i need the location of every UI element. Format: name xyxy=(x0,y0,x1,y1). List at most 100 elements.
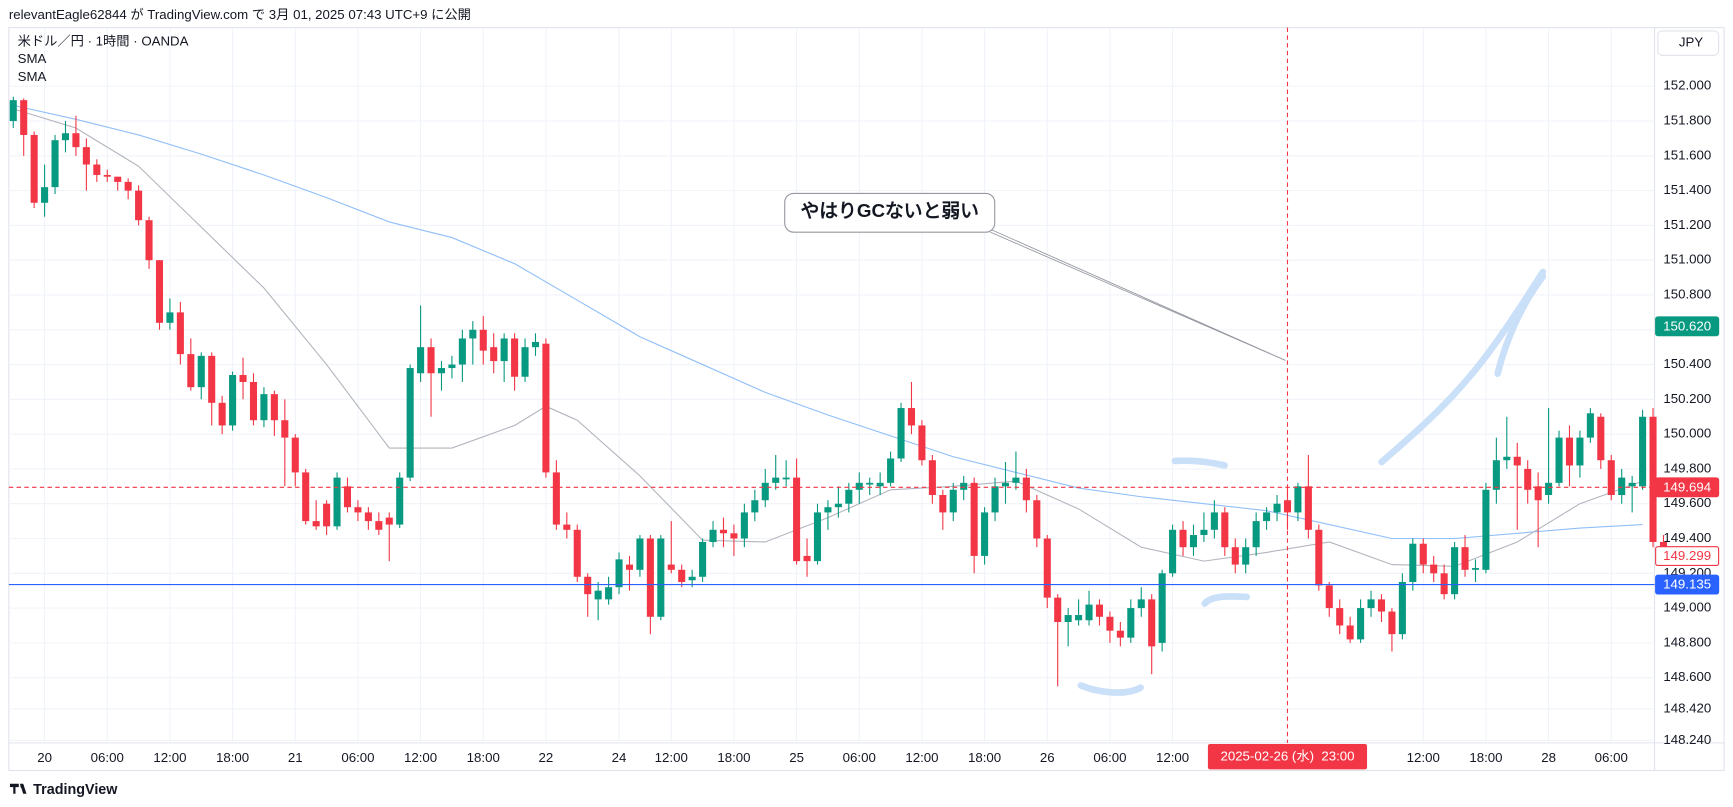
candle-body xyxy=(1388,611,1396,635)
y-tick-label: 148.600 xyxy=(1663,669,1711,684)
candle-body xyxy=(9,100,17,122)
candle-body xyxy=(187,354,195,388)
candle-body xyxy=(719,529,728,534)
candle-body xyxy=(730,533,738,539)
currency-button[interactable]: JPY xyxy=(1657,30,1720,56)
x-tick-label: 12:00 xyxy=(905,750,938,765)
currency-button-box[interactable] xyxy=(1657,30,1720,56)
candle-body xyxy=(1534,486,1542,501)
candle-body xyxy=(385,517,393,525)
x-tick-label: 28 xyxy=(1541,750,1556,765)
candle-body xyxy=(1294,486,1302,513)
callout-pointer xyxy=(990,231,1286,361)
candle-body xyxy=(1597,416,1605,461)
price-label: 149.135 xyxy=(1663,577,1711,592)
x-tick-label: 12:00 xyxy=(153,750,186,765)
candle-body xyxy=(1607,460,1615,496)
candle-body xyxy=(208,355,216,403)
candle-body xyxy=(772,477,780,483)
candle-body xyxy=(1524,468,1532,490)
x-tick-label: 18:00 xyxy=(467,750,500,765)
candle-body xyxy=(1336,608,1344,626)
candle-body xyxy=(803,555,811,562)
candle-body xyxy=(1315,529,1323,586)
y-tick-label: 151.400 xyxy=(1663,182,1711,197)
candle-body xyxy=(1148,599,1156,647)
candle-body xyxy=(709,529,717,542)
price-label-box xyxy=(1655,574,1720,595)
candle-body xyxy=(1357,608,1365,640)
candle-body xyxy=(1377,599,1386,612)
candle-body xyxy=(521,347,529,377)
y-tick-label: 151.000 xyxy=(1663,252,1711,267)
candle-body xyxy=(197,355,205,388)
candle-body xyxy=(1085,604,1093,621)
candle-body xyxy=(688,576,696,581)
candle-body xyxy=(563,524,571,530)
candle-body xyxy=(949,489,957,513)
candle-body xyxy=(41,187,49,203)
candle-body xyxy=(1022,477,1030,501)
candle-body xyxy=(1179,529,1187,548)
y-tick-label: 149.000 xyxy=(1663,600,1711,615)
candle-body xyxy=(479,329,487,351)
candle-body xyxy=(145,220,153,261)
candle-body xyxy=(155,260,164,323)
candle-body xyxy=(636,538,644,570)
candle-body xyxy=(1064,615,1072,622)
candle-body xyxy=(1210,512,1218,530)
x-tick-label: 06:00 xyxy=(1093,750,1126,765)
candle-body xyxy=(406,368,414,478)
price-label: 149.299 xyxy=(1663,548,1711,563)
y-tick-label: 150.000 xyxy=(1663,426,1711,441)
x-tick-label: 22 xyxy=(539,750,554,765)
x-tick-label: 06:00 xyxy=(1595,750,1628,765)
candle-body xyxy=(1398,581,1406,635)
x-tick-label: 12:00 xyxy=(404,750,437,765)
candle-body xyxy=(834,503,842,508)
y-tick-label: 151.600 xyxy=(1663,147,1711,162)
candle-body xyxy=(813,512,822,562)
candle-body xyxy=(354,507,362,513)
candle-body xyxy=(469,329,477,339)
candle-body xyxy=(678,569,686,582)
candle-body xyxy=(61,133,70,141)
y-tick-label: 148.240 xyxy=(1663,732,1711,747)
candle-body xyxy=(605,587,613,600)
candle-body xyxy=(166,312,174,323)
candle-body xyxy=(981,512,989,556)
currency-button-label[interactable]: JPY xyxy=(1679,35,1703,50)
candle-body xyxy=(1012,477,1020,483)
x-tick-label: 06:00 xyxy=(91,750,124,765)
candle-body xyxy=(302,472,310,522)
candle-body xyxy=(1273,503,1281,513)
candle-body xyxy=(918,425,926,461)
candle-body xyxy=(82,147,90,165)
candle-body xyxy=(437,368,446,374)
candle-body xyxy=(500,338,508,362)
callout-pointer xyxy=(986,227,1286,361)
candle-body xyxy=(1346,625,1354,640)
candle-body xyxy=(897,408,905,459)
candle-body xyxy=(490,347,498,362)
price-label: 150.620 xyxy=(1663,318,1711,333)
legend-sma: SMA xyxy=(18,51,47,66)
candle-body xyxy=(333,477,341,527)
candle-body xyxy=(991,486,999,513)
candle-body xyxy=(793,477,801,562)
candle-body xyxy=(124,181,132,191)
candle-body xyxy=(1367,599,1375,609)
candle-body xyxy=(1095,604,1104,617)
sma-line xyxy=(13,104,1643,540)
x-tick-label: 06:00 xyxy=(341,750,374,765)
freehand-stroke xyxy=(1494,273,1547,377)
freehand-drawings xyxy=(1077,268,1547,696)
candle-body xyxy=(343,486,352,508)
y-tick-label: 150.400 xyxy=(1663,356,1711,371)
freehand-stroke xyxy=(1171,457,1228,469)
candle-body xyxy=(448,364,456,369)
overlay xyxy=(8,27,1655,743)
candle-body xyxy=(1409,543,1417,582)
candle-body xyxy=(1200,529,1208,536)
